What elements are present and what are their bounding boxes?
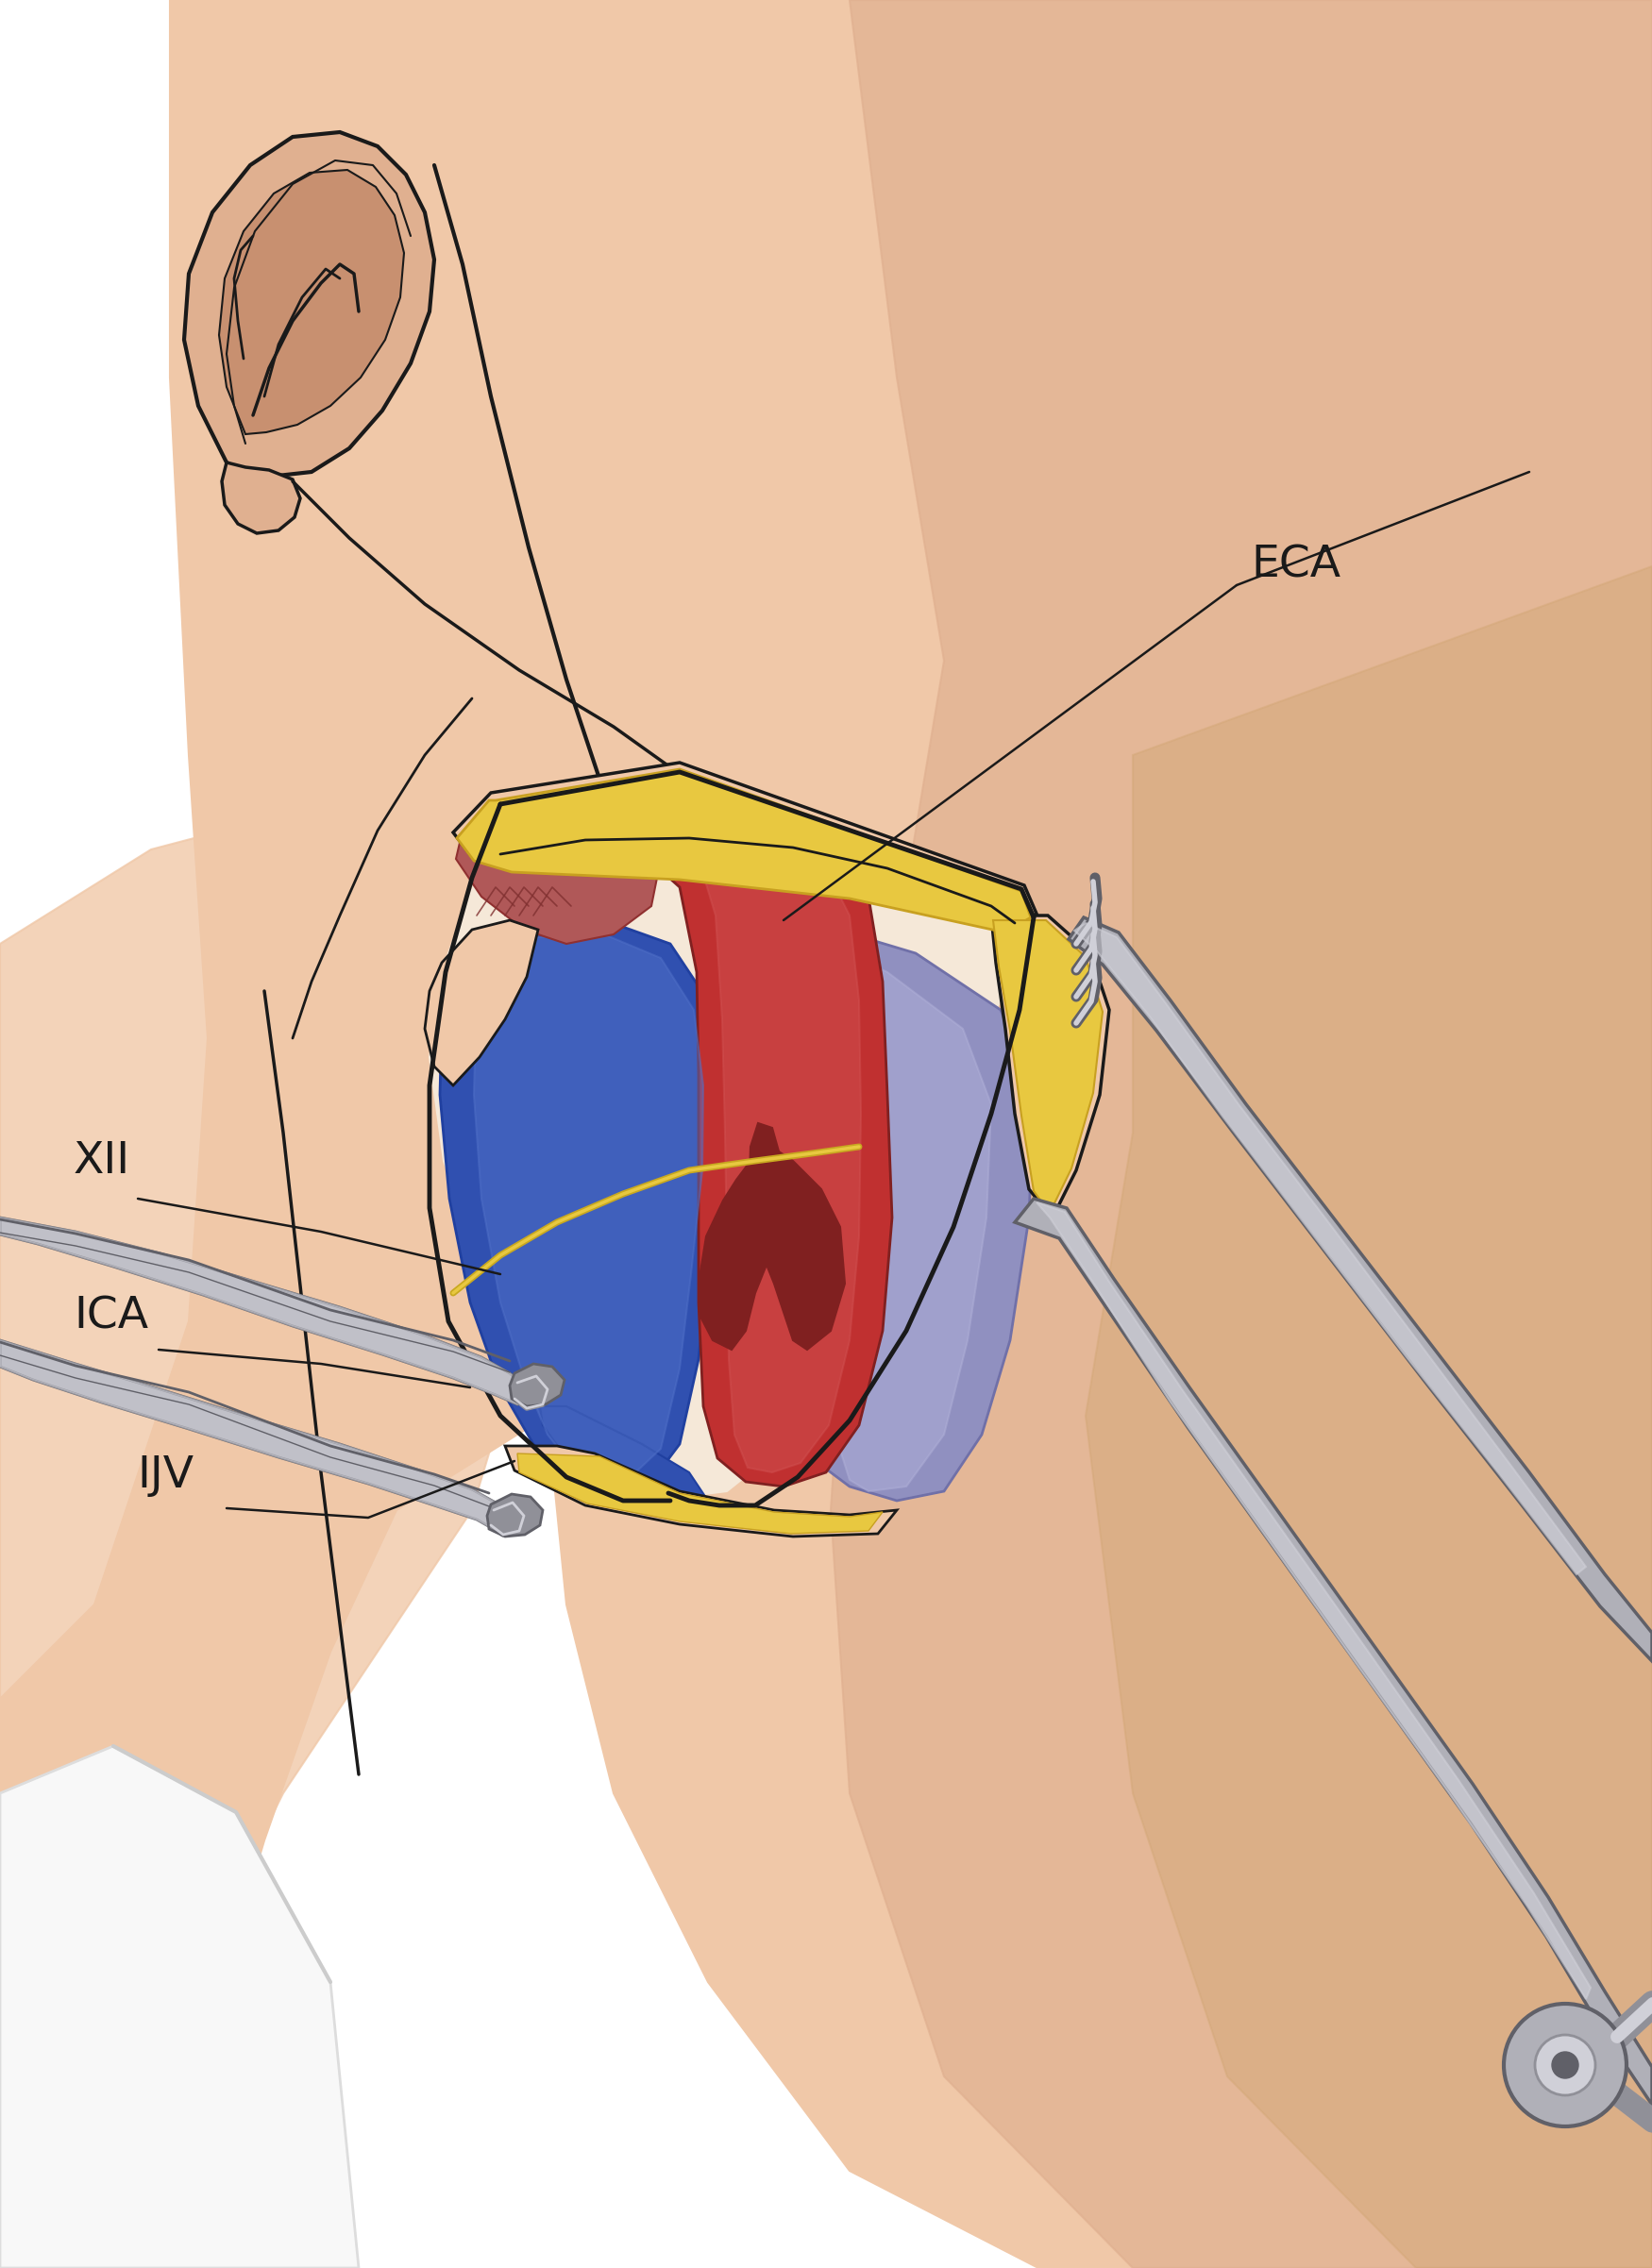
Polygon shape (1085, 567, 1652, 2268)
Polygon shape (430, 773, 1034, 1497)
Polygon shape (0, 803, 547, 2268)
Circle shape (1503, 2003, 1627, 2127)
Polygon shape (0, 1218, 527, 1404)
Polygon shape (605, 821, 861, 1472)
Polygon shape (0, 1218, 527, 1404)
Polygon shape (506, 1447, 897, 1535)
Polygon shape (1014, 1200, 1652, 2105)
Text: ECA: ECA (1251, 544, 1341, 587)
Polygon shape (0, 1340, 507, 1531)
Polygon shape (831, 0, 1652, 2268)
Polygon shape (453, 762, 1036, 930)
Polygon shape (183, 132, 434, 476)
Polygon shape (458, 769, 1031, 932)
Polygon shape (991, 916, 1108, 1218)
Polygon shape (510, 1363, 565, 1406)
Polygon shape (221, 463, 301, 533)
Polygon shape (1069, 916, 1652, 1660)
Polygon shape (1074, 923, 1586, 1574)
Polygon shape (220, 170, 405, 433)
Text: XII: XII (74, 1141, 131, 1182)
Circle shape (1551, 2053, 1578, 2077)
Polygon shape (540, 1406, 709, 1510)
Polygon shape (793, 925, 1034, 1501)
Polygon shape (487, 1495, 544, 1535)
Polygon shape (557, 807, 892, 1486)
Polygon shape (750, 1123, 778, 1193)
Polygon shape (456, 803, 661, 943)
Polygon shape (517, 1454, 882, 1533)
Polygon shape (0, 1340, 507, 1531)
Text: ICA: ICA (74, 1295, 149, 1338)
Polygon shape (425, 921, 539, 1086)
Polygon shape (474, 934, 704, 1481)
Polygon shape (1036, 1202, 1591, 1998)
Polygon shape (699, 1143, 844, 1349)
Polygon shape (993, 921, 1102, 1213)
Polygon shape (439, 921, 717, 1492)
Polygon shape (0, 1746, 358, 2268)
Text: IJV: IJV (137, 1454, 193, 1497)
Polygon shape (826, 943, 991, 1492)
Circle shape (1535, 2034, 1596, 2096)
